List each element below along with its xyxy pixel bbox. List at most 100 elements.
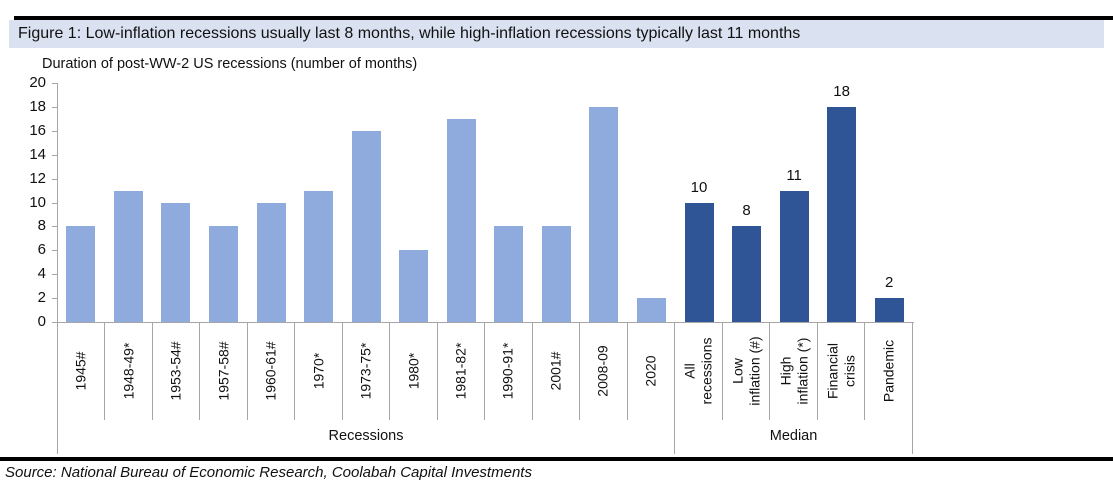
category-cell: 1960-61# bbox=[248, 322, 296, 420]
category-label-line: Pandemic bbox=[880, 339, 897, 403]
y-axis-tick-label: 0 bbox=[37, 313, 46, 330]
category-label: 1980* bbox=[405, 325, 422, 417]
category-label-line: All bbox=[681, 363, 698, 379]
category-label: Low inflation (#) bbox=[729, 325, 762, 417]
category-label-line: 1948-49* bbox=[120, 342, 137, 400]
y-axis-tick bbox=[52, 178, 57, 180]
category-label-line: 1980* bbox=[405, 352, 422, 390]
y-axis-tick-label: 18 bbox=[29, 97, 46, 115]
category-row: 1945# 1948-49* 1953-54# 1957-58# 1960-61# 197… bbox=[58, 322, 674, 420]
category-label: 1957-58# bbox=[215, 325, 232, 417]
category-label: 1973-75* bbox=[358, 325, 375, 417]
category-label: 1945# bbox=[73, 325, 90, 417]
bar-financial-crisis bbox=[827, 106, 857, 322]
category-label: 2001# bbox=[548, 325, 565, 417]
category-label-line: 2008-09 bbox=[595, 345, 612, 397]
category-label-line: recessions bbox=[698, 337, 715, 405]
bar-1960-61- bbox=[256, 202, 286, 322]
category-label-line: Financial bbox=[824, 342, 841, 400]
bar-value-label: 10 bbox=[690, 178, 708, 196]
bar-1970- bbox=[304, 190, 334, 322]
y-axis-tick bbox=[52, 106, 57, 108]
figure-title-bar: Figure 1: Low-inflation recessions usual… bbox=[9, 20, 1104, 48]
category-label-line: inflation (#) bbox=[745, 336, 762, 406]
y-axis-tick-label: 4 bbox=[37, 265, 46, 283]
category-cell: High inflation (*) bbox=[770, 322, 818, 420]
category-label-line: 1981-82* bbox=[452, 342, 469, 400]
bar-1945- bbox=[66, 226, 96, 322]
chart-subtitle: Duration of post-WW-2 US recessions (num… bbox=[42, 56, 418, 72]
y-axis-line bbox=[57, 83, 58, 322]
top-rule bbox=[14, 16, 1113, 20]
y-axis-tick bbox=[52, 83, 57, 84]
category-cell: Pandemic bbox=[865, 322, 912, 420]
y-axis-tick-label: 2 bbox=[37, 289, 46, 307]
x-axis-line bbox=[52, 322, 914, 323]
bar-2008-09 bbox=[589, 106, 619, 322]
bar-1980- bbox=[399, 250, 429, 322]
category-label: 1953-54# bbox=[168, 325, 185, 417]
y-axis-tick bbox=[52, 250, 57, 252]
category-cell: 1957-58# bbox=[200, 322, 248, 420]
category-cell: 2020 bbox=[628, 322, 674, 420]
bar-value-label: 18 bbox=[833, 82, 850, 100]
category-label: 2008-09 bbox=[595, 325, 612, 417]
bar-1953-54- bbox=[161, 202, 191, 322]
y-axis-tick bbox=[52, 226, 57, 228]
bar-1990-91- bbox=[494, 226, 524, 322]
category-label-line: 1957-58# bbox=[215, 341, 232, 401]
bar-2020 bbox=[636, 298, 666, 322]
category-cell: 2008-09 bbox=[580, 322, 628, 420]
y-axis-tick-label: 14 bbox=[29, 145, 46, 163]
bar-1981-82- bbox=[446, 118, 476, 322]
y-axis-tick-label: 8 bbox=[37, 217, 46, 235]
category-label-line: 2020 bbox=[642, 355, 659, 387]
category-label-line: 1990-91* bbox=[500, 342, 517, 400]
source-note: Source: National Bureau of Economic Rese… bbox=[5, 464, 532, 481]
bar-1973-75- bbox=[351, 130, 381, 322]
group-label: Recessions bbox=[328, 428, 404, 444]
x-axis-label-area: 1945# 1948-49* 1953-54# 1957-58# 1960-61# 197… bbox=[57, 322, 913, 454]
category-label: 1981-82* bbox=[453, 325, 470, 417]
category-cell: 2001# bbox=[533, 322, 581, 420]
bar-value-label: 11 bbox=[786, 166, 802, 184]
category-label-line: crisis bbox=[841, 355, 858, 387]
y-axis-tick-label: 12 bbox=[29, 169, 46, 187]
category-cell: Low inflation (#) bbox=[723, 322, 771, 420]
bar-pandemic bbox=[874, 298, 904, 322]
y-axis-tick bbox=[52, 322, 57, 323]
category-label: 1970* bbox=[310, 325, 327, 417]
category-label-line: 1945# bbox=[72, 351, 89, 391]
category-label-line: 1973-75* bbox=[357, 342, 374, 400]
y-axis-tick-label: 20 bbox=[29, 74, 46, 91]
bottom-rule bbox=[0, 457, 1113, 461]
bar-1957-58- bbox=[208, 226, 238, 322]
category-label-line: 1960-61# bbox=[262, 341, 279, 401]
category-label: Financial crisis bbox=[825, 325, 858, 417]
category-label: 1948-49* bbox=[120, 325, 137, 417]
category-label-line: inflation (*) bbox=[793, 337, 810, 405]
bar-high-inflation- bbox=[779, 190, 809, 322]
category-label-line: 1970* bbox=[310, 352, 327, 390]
category-cell: 1953-54# bbox=[153, 322, 201, 420]
y-axis-tick bbox=[52, 130, 57, 132]
x-group-recessions: 1945# 1948-49* 1953-54# 1957-58# 1960-61# 197… bbox=[57, 322, 674, 454]
bar-2001- bbox=[541, 226, 571, 322]
category-label: All recessions bbox=[682, 325, 715, 417]
bar-value-label: 2 bbox=[885, 274, 894, 292]
category-row: All recessions Low inflation (#) High inflati… bbox=[675, 322, 912, 420]
category-cell: 1990-91* bbox=[485, 322, 533, 420]
y-axis-tick bbox=[52, 298, 57, 300]
category-cell: 1980* bbox=[390, 322, 438, 420]
category-label: 2020 bbox=[643, 325, 660, 417]
group-label: Median bbox=[769, 428, 818, 444]
bar-1948-49- bbox=[113, 190, 143, 322]
category-label: 1960-61# bbox=[263, 325, 280, 417]
category-cell: Financial crisis bbox=[818, 322, 866, 420]
category-label-line: High bbox=[777, 356, 794, 386]
y-axis-tick-label: 16 bbox=[29, 121, 46, 139]
x-group-median: All recessions Low inflation (#) High inflati… bbox=[674, 322, 913, 454]
category-label: Pandemic bbox=[880, 325, 897, 417]
category-cell: 1945# bbox=[58, 322, 106, 420]
